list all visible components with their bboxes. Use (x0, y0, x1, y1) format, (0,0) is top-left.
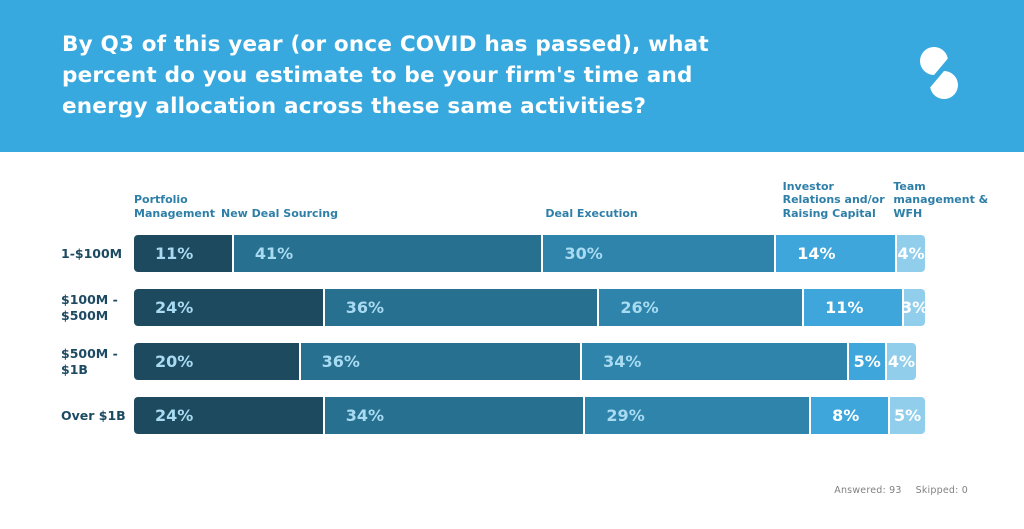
bar-row: 1-$100M 11% 41% 30% 14% 4% (0, 235, 1024, 272)
row-label: Over $1B (61, 407, 126, 423)
stacked-bar-chart: Portfolio Management New Deal Sourcing Deal… (0, 152, 1024, 529)
bar-segment: 29% (585, 397, 810, 434)
page-title-line-2: percent do you estimate to be your firm'… (62, 63, 693, 88)
bar-segment: 24% (134, 289, 323, 326)
bar-segment: 24% (134, 397, 323, 434)
bar-segment: 3% (901, 289, 928, 326)
response-stats: Answered: 93 Skipped: 0 (834, 485, 968, 496)
bar-segment: 4% (897, 235, 925, 272)
column-header: Investor Relations and/or Raising Capital (782, 179, 885, 220)
bar-segment: 11% (134, 235, 232, 272)
row-label: 1-$100M (61, 245, 123, 261)
bar-track: 24% 34% 29% 8% 5% (134, 397, 925, 434)
bar-segment: 34% (582, 343, 848, 380)
bar-segment: 14% (776, 235, 896, 272)
bar-segment: 36% (300, 343, 581, 380)
bar-segment: 8% (811, 397, 889, 434)
column-header: New Deal Sourcing (221, 206, 339, 220)
bar-row: $100M - $500M 24% 36% 26% 11% 3% (0, 289, 1024, 326)
bar-segment: 36% (324, 289, 598, 326)
bar-filler (918, 343, 925, 380)
row-label: $100M - $500M (61, 291, 118, 323)
column-header: Deal Execution (545, 206, 638, 220)
answered-count: Answered: 93 (834, 485, 902, 496)
bar-segment: 5% (890, 397, 925, 434)
bar-segment: 34% (324, 397, 584, 434)
header-banner: By Q3 of this year (or once COVID has pa… (0, 0, 1024, 152)
bar-segment: 11% (804, 289, 903, 326)
s-logo-icon (920, 47, 958, 99)
page-title: By Q3 of this year (or once COVID has pa… (62, 29, 709, 122)
bar-segment: 4% (887, 343, 916, 380)
bar-rows: 1-$100M 11% 41% 30% 14% 4% $100M - $500M 24% 36% 2… (0, 235, 1024, 451)
row-label: $500M - $1B (61, 345, 118, 377)
column-headers: Portfolio Management New Deal Sourcing Deal… (134, 152, 988, 220)
bar-track: 20% 36% 34% 5% 4% (134, 343, 925, 380)
bar-segment: 26% (599, 289, 803, 326)
page-title-line-1: By Q3 of this year (or once COVID has pa… (62, 32, 709, 57)
bar-segment: 20% (134, 343, 299, 380)
bar-segment: 41% (233, 235, 542, 272)
bar-segment: 30% (543, 235, 775, 272)
column-header: Team management & WFH (893, 179, 989, 220)
bar-row: $500M - $1B 20% 36% 34% 5% 4% (0, 343, 1024, 380)
page-title-line-3: energy allocation across these same acti… (62, 94, 647, 119)
bar-track: 24% 36% 26% 11% 3% (134, 289, 928, 326)
bar-row: Over $1B 24% 34% 29% 8% 5% (0, 397, 1024, 434)
bar-track: 11% 41% 30% 14% 4% (134, 235, 925, 272)
column-header: Portfolio Management (134, 193, 215, 220)
skipped-count: Skipped: 0 (915, 485, 968, 496)
bar-segment: 5% (849, 343, 886, 380)
